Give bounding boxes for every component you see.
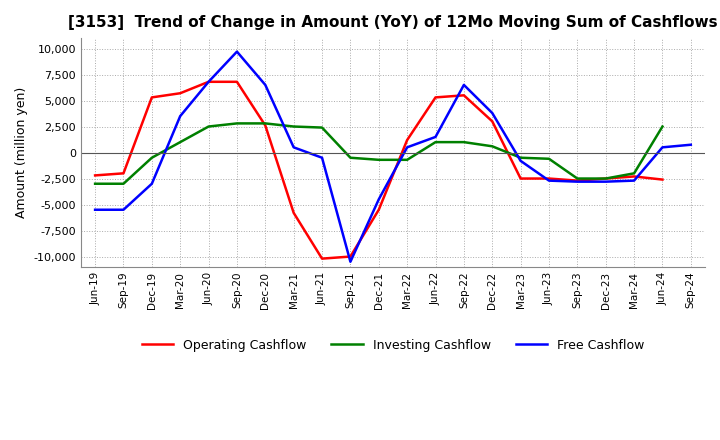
Legend: Operating Cashflow, Investing Cashflow, Free Cashflow: Operating Cashflow, Investing Cashflow, … xyxy=(137,334,649,357)
Operating Cashflow xyxy=(431,95,440,100)
Operating Cashflow xyxy=(544,176,553,181)
Investing Cashflow xyxy=(573,176,582,181)
Free Cashflow xyxy=(289,145,298,150)
Investing Cashflow xyxy=(346,155,355,160)
Free Cashflow xyxy=(374,197,383,202)
Free Cashflow xyxy=(176,114,184,119)
Free Cashflow xyxy=(573,179,582,184)
Operating Cashflow xyxy=(261,123,269,128)
Operating Cashflow xyxy=(233,79,241,84)
Line: Operating Cashflow: Operating Cashflow xyxy=(95,82,662,259)
Operating Cashflow xyxy=(346,254,355,259)
Investing Cashflow xyxy=(176,139,184,145)
Line: Free Cashflow: Free Cashflow xyxy=(95,51,690,262)
Investing Cashflow xyxy=(261,121,269,126)
Free Cashflow xyxy=(658,145,667,150)
Free Cashflow xyxy=(601,179,610,184)
Operating Cashflow xyxy=(573,178,582,183)
Operating Cashflow xyxy=(374,207,383,213)
Y-axis label: Amount (million yen): Amount (million yen) xyxy=(15,87,28,218)
Free Cashflow xyxy=(431,134,440,139)
Free Cashflow xyxy=(630,178,639,183)
Title: [3153]  Trend of Change in Amount (YoY) of 12Mo Moving Sum of Cashflows: [3153] Trend of Change in Amount (YoY) o… xyxy=(68,15,718,30)
Free Cashflow xyxy=(459,82,468,88)
Investing Cashflow xyxy=(289,124,298,129)
Investing Cashflow xyxy=(374,157,383,162)
Investing Cashflow xyxy=(630,171,639,176)
Free Cashflow xyxy=(402,145,411,150)
Operating Cashflow xyxy=(402,137,411,143)
Free Cashflow xyxy=(119,207,127,213)
Operating Cashflow xyxy=(459,93,468,98)
Free Cashflow xyxy=(346,259,355,264)
Operating Cashflow xyxy=(658,177,667,182)
Investing Cashflow xyxy=(119,181,127,187)
Investing Cashflow xyxy=(488,143,497,149)
Operating Cashflow xyxy=(91,173,99,178)
Free Cashflow xyxy=(204,79,213,84)
Operating Cashflow xyxy=(318,256,326,261)
Free Cashflow xyxy=(544,178,553,183)
Investing Cashflow xyxy=(601,176,610,181)
Free Cashflow xyxy=(686,142,695,147)
Operating Cashflow xyxy=(176,91,184,96)
Free Cashflow xyxy=(318,155,326,160)
Free Cashflow xyxy=(148,181,156,187)
Operating Cashflow xyxy=(516,176,525,181)
Investing Cashflow xyxy=(148,155,156,160)
Free Cashflow xyxy=(261,82,269,88)
Investing Cashflow xyxy=(544,156,553,161)
Investing Cashflow xyxy=(318,125,326,130)
Free Cashflow xyxy=(516,158,525,164)
Investing Cashflow xyxy=(233,121,241,126)
Investing Cashflow xyxy=(658,124,667,129)
Investing Cashflow xyxy=(431,139,440,145)
Line: Investing Cashflow: Investing Cashflow xyxy=(95,123,662,184)
Operating Cashflow xyxy=(601,176,610,181)
Operating Cashflow xyxy=(148,95,156,100)
Operating Cashflow xyxy=(204,79,213,84)
Operating Cashflow xyxy=(119,171,127,176)
Operating Cashflow xyxy=(630,174,639,179)
Free Cashflow xyxy=(488,110,497,116)
Operating Cashflow xyxy=(488,119,497,124)
Operating Cashflow xyxy=(289,210,298,216)
Free Cashflow xyxy=(233,49,241,54)
Investing Cashflow xyxy=(516,155,525,160)
Investing Cashflow xyxy=(204,124,213,129)
Investing Cashflow xyxy=(459,139,468,145)
Investing Cashflow xyxy=(91,181,99,187)
Free Cashflow xyxy=(91,207,99,213)
Investing Cashflow xyxy=(402,157,411,162)
